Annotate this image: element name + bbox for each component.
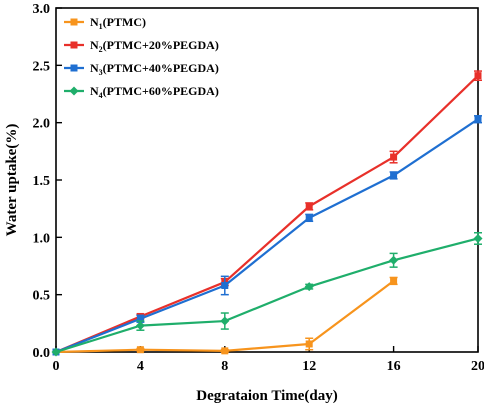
legend-label: N1(PTMC) xyxy=(90,15,146,31)
series-line xyxy=(55,237,479,354)
data-point xyxy=(390,277,398,285)
legend-item-4: N4(PTMC+60%PEGDA) xyxy=(64,84,219,100)
data-point xyxy=(389,255,399,265)
legend: N1(PTMC) N2(PTMC+20%PEGDA) N3(PTMC+40%PEGD… xyxy=(64,15,219,100)
series-line xyxy=(55,118,479,354)
data-point xyxy=(51,347,61,357)
legend-item-2: N2(PTMC+20%PEGDA) xyxy=(64,38,219,54)
y-tick-label: 1.5 xyxy=(33,174,51,189)
x-tick-label: 8 xyxy=(221,359,228,374)
x-tick-label: 0 xyxy=(53,359,60,374)
series-layer xyxy=(51,70,483,357)
data-point xyxy=(473,233,483,243)
data-point xyxy=(474,72,482,80)
series-2 xyxy=(52,70,482,356)
data-point xyxy=(136,315,144,323)
x-axis-label: Degrataion Time(day) xyxy=(196,388,338,404)
legend-marker xyxy=(70,18,78,26)
data-point xyxy=(221,347,229,355)
data-point xyxy=(220,316,230,326)
legend-marker xyxy=(69,86,79,96)
data-point xyxy=(135,321,145,331)
x-tick-label: 12 xyxy=(302,359,316,374)
data-point xyxy=(305,214,313,222)
legend-marker xyxy=(70,41,78,49)
data-point xyxy=(305,340,313,348)
series-1 xyxy=(52,276,398,356)
data-point xyxy=(304,282,314,292)
data-point xyxy=(305,202,313,210)
data-point xyxy=(474,115,482,123)
data-point xyxy=(221,281,229,289)
y-tick-label: 2.0 xyxy=(33,117,51,132)
y-tick-label: 0.0 xyxy=(33,346,51,361)
y-tick-label: 1.0 xyxy=(33,231,51,246)
plot-frame xyxy=(55,7,479,353)
series-4 xyxy=(51,231,483,357)
legend-marker xyxy=(70,64,78,72)
x-tick-label: 16 xyxy=(387,359,401,374)
data-point xyxy=(390,153,398,161)
series-line xyxy=(55,74,479,354)
y-tick-label: 3.0 xyxy=(33,2,51,17)
y-tick-label: 2.5 xyxy=(33,59,51,74)
legend-label: N2(PTMC+20%PEGDA) xyxy=(90,38,219,54)
x-tick-label: 20 xyxy=(471,359,484,374)
x-tick-label: 4 xyxy=(137,359,144,374)
legend-item-3: N3(PTMC+40%PEGDA) xyxy=(64,61,219,77)
legend-item-1: N1(PTMC) xyxy=(64,15,146,31)
series-3 xyxy=(52,115,482,356)
y-axis-label: Water uptake(%) xyxy=(4,124,20,237)
data-point xyxy=(136,346,144,354)
legend-label: N3(PTMC+40%PEGDA) xyxy=(90,61,219,77)
data-point xyxy=(390,171,398,179)
axes: 0 4 8 12 16 20 0.0 0.5 1.0 1.5 2.0 2.5 3.0 xyxy=(33,2,484,374)
y-tick-label: 0.5 xyxy=(33,289,51,304)
legend-label: N4(PTMC+60%PEGDA) xyxy=(90,84,219,100)
